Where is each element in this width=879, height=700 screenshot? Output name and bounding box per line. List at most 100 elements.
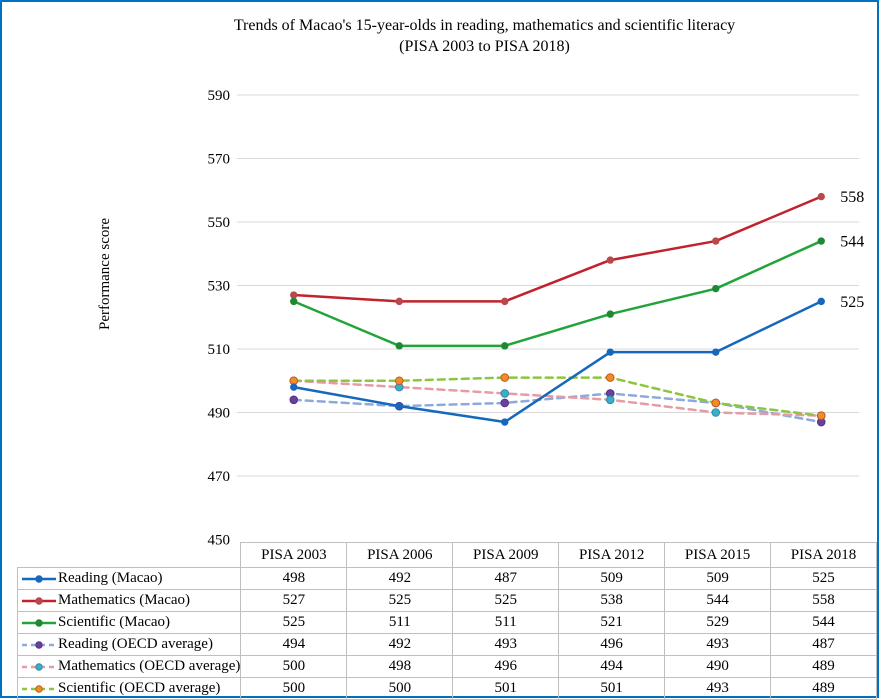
table-cell: 489 <box>770 677 877 700</box>
legend-label: Reading (Macao) <box>58 570 163 586</box>
series-line-scientific-oecd-average <box>292 376 823 417</box>
table-cell: 525 <box>346 589 454 612</box>
legend-line-icon-mathematics-oecd-average <box>22 662 56 671</box>
series-line-reading-oecd-average <box>292 392 823 424</box>
table-cell: 527 <box>240 589 348 612</box>
series-marker-reading-macao <box>395 402 403 410</box>
table-row-mathematics-macao: Mathematics (Macao) 527 525 525 538 544 558 <box>16 589 877 612</box>
end-data-label-mathematics-macao: 558 <box>840 189 864 206</box>
table-cell: 538 <box>558 589 666 612</box>
table-row-scientific-oecd-average: Scientific (OECD average) 500 500 501 501 493… <box>16 677 877 700</box>
legend-line-icon-scientific-macao <box>22 618 56 627</box>
table-cell: 496 <box>452 655 560 678</box>
series-line-scientific-macao <box>292 239 823 348</box>
column-header-pisa-2018: PISA 2018 <box>770 542 877 568</box>
legend-item-mathematics-oecd-average: Mathematics (OECD average) <box>16 655 242 678</box>
series-marker-reading-macao <box>712 348 720 356</box>
legend-label: Mathematics (Macao) <box>58 592 191 608</box>
legend-label: Reading (OECD average) <box>58 636 213 652</box>
table-cell: 509 <box>558 567 666 590</box>
table-cell: 509 <box>664 567 772 590</box>
series-marker-mathematics-oecd-average <box>500 389 510 398</box>
table-cell: 487 <box>452 567 560 590</box>
table-cell: 544 <box>770 611 877 634</box>
series-marker-scientific-macao <box>290 297 298 306</box>
table-cell: 500 <box>346 677 454 700</box>
table-cell: 490 <box>664 655 772 678</box>
y-tick-label-570: 570 <box>208 152 231 168</box>
table-cell: 493 <box>664 633 772 656</box>
table-cell: 493 <box>664 677 772 700</box>
end-data-label-scientific-macao: 544 <box>840 234 864 251</box>
table-cell: 544 <box>664 589 772 612</box>
series-marker-mathematics-macao <box>606 256 614 264</box>
table-cell: 529 <box>664 611 772 634</box>
line-chart-plot-area: 450 470 490 510 530 550 570 590 Performance scor… <box>97 88 864 549</box>
legend-line-icon-reading-oecd-average <box>22 640 56 649</box>
legend-item-reading-macao: Reading (Macao) <box>16 567 242 590</box>
legend-line-icon-reading-macao <box>22 574 56 583</box>
column-header-pisa-2003: PISA 2003 <box>240 542 348 568</box>
data-table: PISA 2003 PISA 2006 PISA 2009 PISA 2012 PISA… <box>16 542 877 700</box>
legend-item-scientific-oecd-average: Scientific (OECD average) <box>16 677 242 700</box>
table-row-scientific-macao: Scientific (Macao) 525 511 511 521 529 544 <box>16 611 877 634</box>
table-header-row: PISA 2003 PISA 2006 PISA 2009 PISA 2012 PISA… <box>18 542 877 568</box>
table-cell: 511 <box>346 611 454 634</box>
series-line-mathematics-oecd-average <box>292 379 823 417</box>
series-marker-reading-macao <box>606 348 614 356</box>
series-marker-reading-macao <box>501 418 509 426</box>
table-cell: 494 <box>558 655 666 678</box>
legend-item-mathematics-macao: Mathematics (Macao) <box>16 589 242 612</box>
table-cell: 492 <box>346 633 454 656</box>
y-tick-label-490: 490 <box>208 406 231 422</box>
series-marker-scientific-oecd-average <box>816 411 826 420</box>
series-marker-reading-macao <box>290 383 298 391</box>
table-corner-cell <box>18 543 241 568</box>
series-line-mathematics-macao <box>292 195 823 303</box>
table-cell: 498 <box>240 567 348 590</box>
table-cell: 498 <box>346 655 454 678</box>
series-marker-scientific-macao <box>395 342 403 350</box>
y-tick-label-470: 470 <box>208 469 231 485</box>
table-cell: 511 <box>452 611 560 634</box>
table-cell: 525 <box>240 611 348 634</box>
chart-title-line1: Trends of Macao's 15-year-olds in readin… <box>233 17 736 34</box>
table-cell: 493 <box>452 633 560 656</box>
table-cell: 487 <box>770 633 877 656</box>
series-marker-reading-macao <box>817 297 825 306</box>
table-cell: 501 <box>558 677 666 700</box>
series-marker-mathematics-macao <box>712 237 720 245</box>
table-cell: 494 <box>240 633 348 656</box>
series-marker-scientific-macao <box>606 310 614 318</box>
table-cell: 525 <box>452 589 560 612</box>
chart-title-line2: (PISA 2003 to PISA 2018) <box>399 38 570 55</box>
series-marker-scientific-macao <box>817 237 825 245</box>
legend-item-scientific-macao: Scientific (Macao) <box>16 611 242 634</box>
legend-label: Scientific (Macao) <box>58 614 171 630</box>
series-marker-reading-oecd-average <box>289 395 299 405</box>
table-cell: 501 <box>452 677 560 700</box>
y-tick-label-450: 450 <box>208 533 231 549</box>
y-tick-label-530: 530 <box>208 279 231 295</box>
end-data-label-reading-macao: 525 <box>840 294 864 311</box>
y-tick-label-550: 550 <box>208 215 231 231</box>
y-tick-label-590: 590 <box>208 88 231 104</box>
series-marker-mathematics-macao <box>290 291 298 299</box>
series-marker-mathematics-macao <box>501 297 509 306</box>
table-cell: 500 <box>240 677 348 700</box>
chart-title: Trends of Macao's 15-year-olds in readin… <box>112 15 857 57</box>
legend-label: Scientific (OECD average) <box>58 680 221 696</box>
series-marker-mathematics-macao <box>395 297 403 306</box>
legend-item-reading-oecd-average: Reading (OECD average) <box>16 633 242 656</box>
table-cell: 558 <box>770 589 877 612</box>
legend-line-icon-mathematics-macao <box>22 596 56 605</box>
series-marker-reading-oecd-average <box>500 398 510 408</box>
series-marker-scientific-oecd-average <box>500 373 510 382</box>
series-marker-scientific-oecd-average <box>605 373 615 382</box>
legend-label: Mathematics (OECD average) <box>58 658 241 674</box>
table-cell: 492 <box>346 567 454 590</box>
table-cell: 496 <box>558 633 666 656</box>
y-tick-label-510: 510 <box>208 342 231 358</box>
column-header-pisa-2006: PISA 2006 <box>346 542 454 568</box>
